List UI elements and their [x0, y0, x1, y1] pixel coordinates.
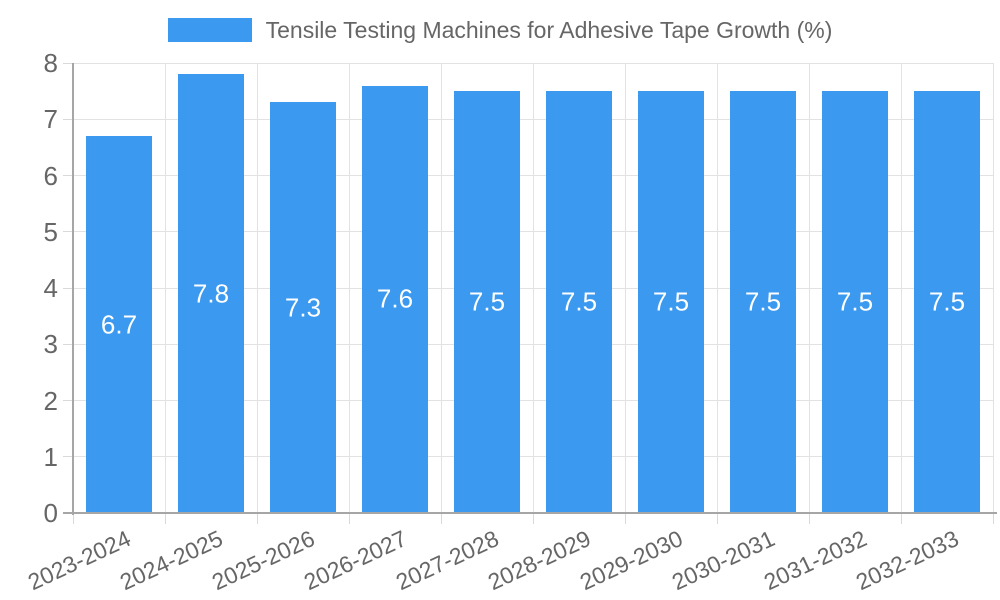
legend-label: Tensile Testing Machines for Adhesive Ta…: [265, 17, 833, 43]
y-tick-label: 0: [43, 498, 58, 528]
bar-value-label: 7.5: [836, 286, 874, 317]
bar: [546, 91, 612, 513]
x-tick-label: 2023-2024: [23, 525, 135, 596]
x-tick-label: 2029-2030: [575, 525, 687, 596]
y-tick: [63, 343, 73, 345]
y-tick: [63, 287, 73, 289]
bar-value-label: 7.5: [652, 286, 690, 317]
v-gridline: [900, 63, 902, 513]
v-gridline: [440, 63, 442, 513]
x-tick-label: 2026-2027: [299, 525, 411, 596]
y-tick-label: 2: [43, 385, 58, 416]
v-gridline: [992, 63, 994, 513]
bar: [454, 91, 520, 513]
bar-value-label: 7.5: [560, 286, 598, 317]
y-axis-line: [72, 63, 74, 515]
y-tick-label: 6: [43, 160, 58, 191]
y-tick-label: 8: [43, 48, 58, 78]
x-tick: [992, 513, 994, 524]
bar: [178, 74, 244, 513]
x-tick-label: 2028-2029: [483, 525, 595, 596]
y-tick: [63, 456, 73, 458]
y-tick-label: 5: [43, 216, 58, 247]
x-tick: [624, 513, 626, 524]
y-tick: [63, 231, 73, 233]
x-tick: [900, 513, 902, 524]
y-tick: [63, 175, 73, 176]
bar: [270, 102, 336, 513]
v-gridline: [164, 63, 166, 513]
bar: [638, 91, 704, 513]
v-gridline: [256, 63, 258, 513]
bar: [86, 136, 152, 513]
bar: [730, 91, 796, 513]
x-tick-label: 2032-2033: [851, 525, 963, 596]
x-tick: [532, 513, 534, 524]
bar: [822, 91, 888, 513]
y-tick-label: 3: [43, 329, 58, 360]
y-tick-label: 7: [43, 104, 58, 135]
bar: [362, 85, 428, 513]
y-tick: [63, 62, 73, 64]
x-tick: [348, 513, 350, 524]
bar-value-label: 6.7: [100, 309, 138, 340]
x-tick-label: 2030-2031: [667, 525, 779, 596]
x-tick: [256, 513, 258, 524]
bar-value-label: 7.5: [928, 286, 966, 317]
x-tick: [808, 513, 810, 524]
x-tick: [716, 513, 718, 524]
chart-legend: Tensile Testing Machines for Adhesive Ta…: [0, 17, 1000, 43]
x-axis-line: [63, 512, 997, 514]
x-tick: [72, 513, 74, 524]
v-gridline: [624, 63, 626, 513]
x-tick-label: 2024-2025: [115, 525, 227, 596]
bar: [914, 91, 980, 513]
bar-value-label: 7.5: [468, 286, 506, 317]
y-tick-label: 4: [43, 273, 58, 303]
y-tick: [63, 400, 73, 401]
x-tick-label: 2031-2032: [759, 525, 871, 596]
y-tick: [63, 118, 73, 120]
y-tick-label: 1: [43, 441, 58, 472]
v-gridline: [348, 63, 350, 513]
x-tick: [440, 513, 442, 524]
bar-value-label: 7.6: [376, 283, 414, 314]
v-gridline: [532, 63, 534, 513]
bar-value-label: 7.5: [744, 286, 782, 317]
v-gridline: [808, 63, 810, 513]
v-gridline: [716, 63, 718, 513]
legend-swatch: [167, 18, 252, 42]
x-tick-label: 2025-2026: [207, 525, 319, 596]
bar-value-label: 7.3: [284, 292, 322, 323]
bar-value-label: 7.8: [192, 278, 230, 309]
x-tick-label: 2027-2028: [391, 525, 503, 596]
x-tick: [164, 513, 166, 524]
